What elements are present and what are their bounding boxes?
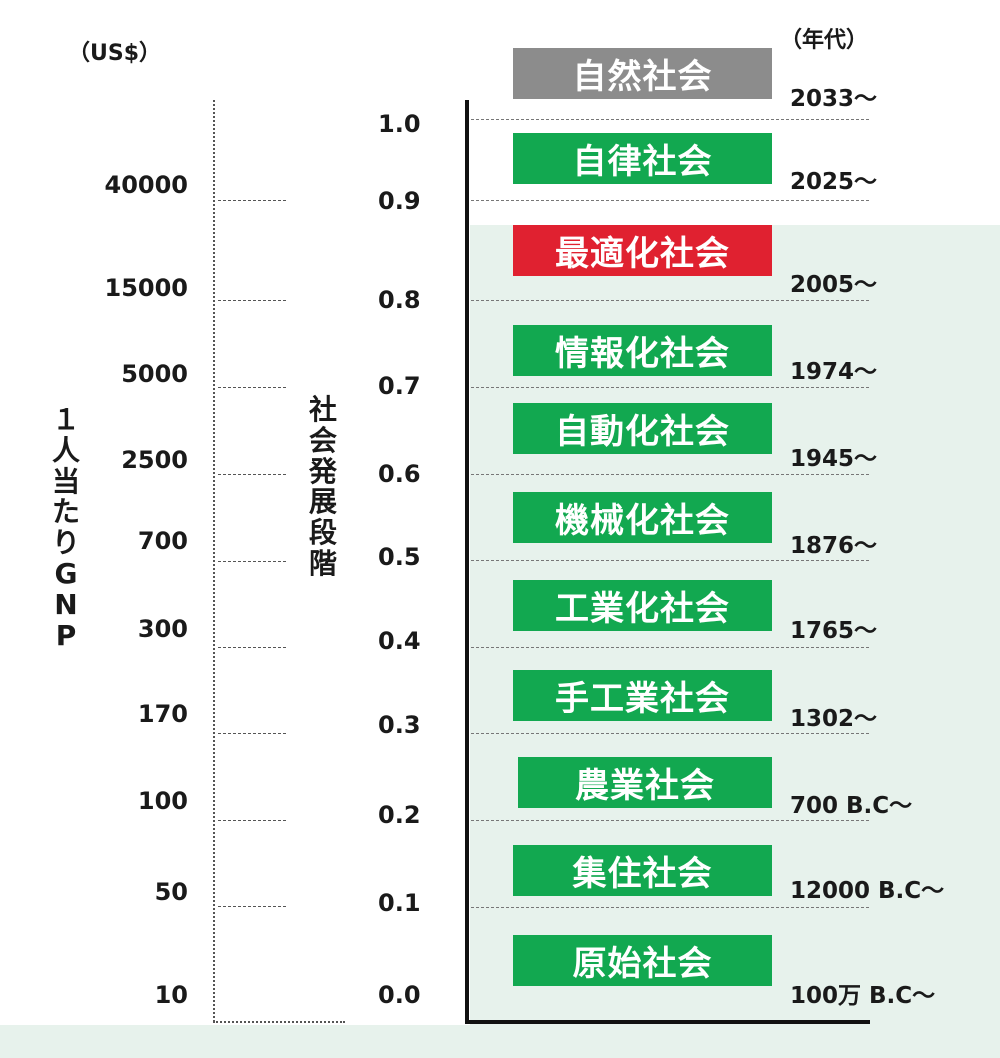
gnp-tick-label: 50 (154, 878, 188, 906)
society-box: 集住社会 (513, 845, 772, 896)
stage-grid-line (471, 474, 869, 475)
society-box: 自然社会 (513, 48, 772, 99)
gnp-axis-title-char: り (51, 526, 80, 560)
era-label: 1876～ (790, 533, 878, 559)
era-label: 100万 B.C～ (790, 983, 936, 1009)
stage-tick-label: 0.2 (378, 801, 421, 829)
stage-tick-label: 0.7 (378, 372, 421, 400)
era-unit-label: （年代） (780, 28, 869, 53)
stage-grid-line (471, 560, 869, 561)
stage-tick-label: 0.0 (378, 981, 421, 1009)
stage-axis-line (465, 100, 469, 1024)
gnp-tick-label: 10 (154, 981, 188, 1009)
era-label: 1974～ (790, 359, 878, 385)
gnp-tick-label: 15000 (104, 274, 189, 302)
gnp-axis-title-char: 人 (51, 433, 80, 467)
gnp-tick-dash (218, 474, 286, 475)
society-box: 農業社会 (518, 757, 772, 808)
scale-baseline (213, 1021, 345, 1023)
stage-axis-title-char: 展 (308, 485, 337, 519)
gnp-tick-dash (218, 906, 286, 907)
society-box: 情報化社会 (513, 325, 772, 376)
background-panel-bottom (0, 1025, 1000, 1058)
stage-grid-line (471, 387, 869, 388)
stage-axis-title-char: 段 (308, 516, 337, 550)
era-label: 2025～ (790, 169, 878, 195)
stage-grid-line (471, 907, 869, 908)
stage-axis-title-char: 会 (308, 423, 337, 457)
stage-axis-title-char: 社 (308, 393, 337, 426)
era-label: 1302～ (790, 706, 878, 732)
stage-tick-label: 0.8 (378, 286, 421, 314)
stage-tick-label: 1.0 (378, 110, 421, 138)
gnp-tick-label: 170 (137, 700, 188, 728)
stage-tick-label: 0.3 (378, 711, 421, 739)
stage-grid-line (471, 820, 869, 821)
stage-grid-line (471, 200, 869, 201)
stage-tick-label: 0.6 (378, 460, 421, 488)
society-box: 機械化社会 (513, 492, 772, 543)
gnp-tick-dash (218, 300, 286, 301)
gnp-axis-title-char: 当 (51, 464, 80, 498)
era-label: 700 B.C～ (790, 793, 913, 819)
gnp-tick-dash (218, 733, 286, 734)
gnp-axis-title-char: １ (51, 403, 80, 436)
gnp-scale-line (213, 100, 215, 1022)
era-label: 2033～ (790, 86, 878, 112)
gnp-unit-label: （US$） (68, 41, 162, 66)
stage-grid-line (471, 647, 869, 648)
era-label: 1765～ (790, 618, 878, 644)
society-box: 原始社会 (513, 935, 772, 986)
society-box: 自律社会 (513, 133, 772, 184)
gnp-tick-label: 100 (137, 787, 188, 815)
era-label: 12000 B.C～ (790, 878, 945, 904)
stage-tick-label: 0.9 (378, 187, 421, 215)
stage-axis-title-char: 発 (308, 454, 337, 488)
stage-tick-label: 0.5 (378, 543, 421, 571)
gnp-tick-label: 40000 (104, 171, 189, 199)
gnp-tick-label: 300 (137, 615, 188, 643)
stage-grid-line (471, 733, 869, 734)
society-box: 工業化社会 (513, 580, 772, 631)
stage-grid-line (471, 119, 869, 120)
gnp-tick-dash (218, 200, 286, 201)
stage-tick-label: 0.4 (378, 627, 421, 655)
gnp-tick-dash (218, 561, 286, 562)
society-box: 最適化社会 (513, 225, 772, 276)
gnp-tick-dash (218, 647, 286, 648)
stage-axis-baseline (465, 1020, 870, 1024)
stage-tick-label: 0.1 (378, 889, 421, 917)
gnp-axis-title-char: P (55, 618, 77, 652)
gnp-axis-title-char: N (54, 587, 78, 621)
stage-grid-line (471, 300, 869, 301)
era-label: 1945～ (790, 446, 878, 472)
society-box: 自動化社会 (513, 403, 772, 454)
gnp-tick-dash (218, 820, 286, 821)
gnp-axis-title-char: G (54, 556, 78, 590)
gnp-tick-label: 700 (137, 527, 188, 555)
era-label: 2005～ (790, 272, 878, 298)
gnp-tick-label: 2500 (121, 446, 188, 474)
society-box: 手工業社会 (513, 670, 772, 721)
stage-axis-title: 社会発展段階 (305, 393, 341, 580)
stage-axis-title-char: 階 (308, 546, 337, 580)
gnp-tick-label: 5000 (121, 360, 188, 388)
gnp-axis-title-char: た (51, 495, 80, 529)
gnp-tick-dash (218, 387, 286, 388)
